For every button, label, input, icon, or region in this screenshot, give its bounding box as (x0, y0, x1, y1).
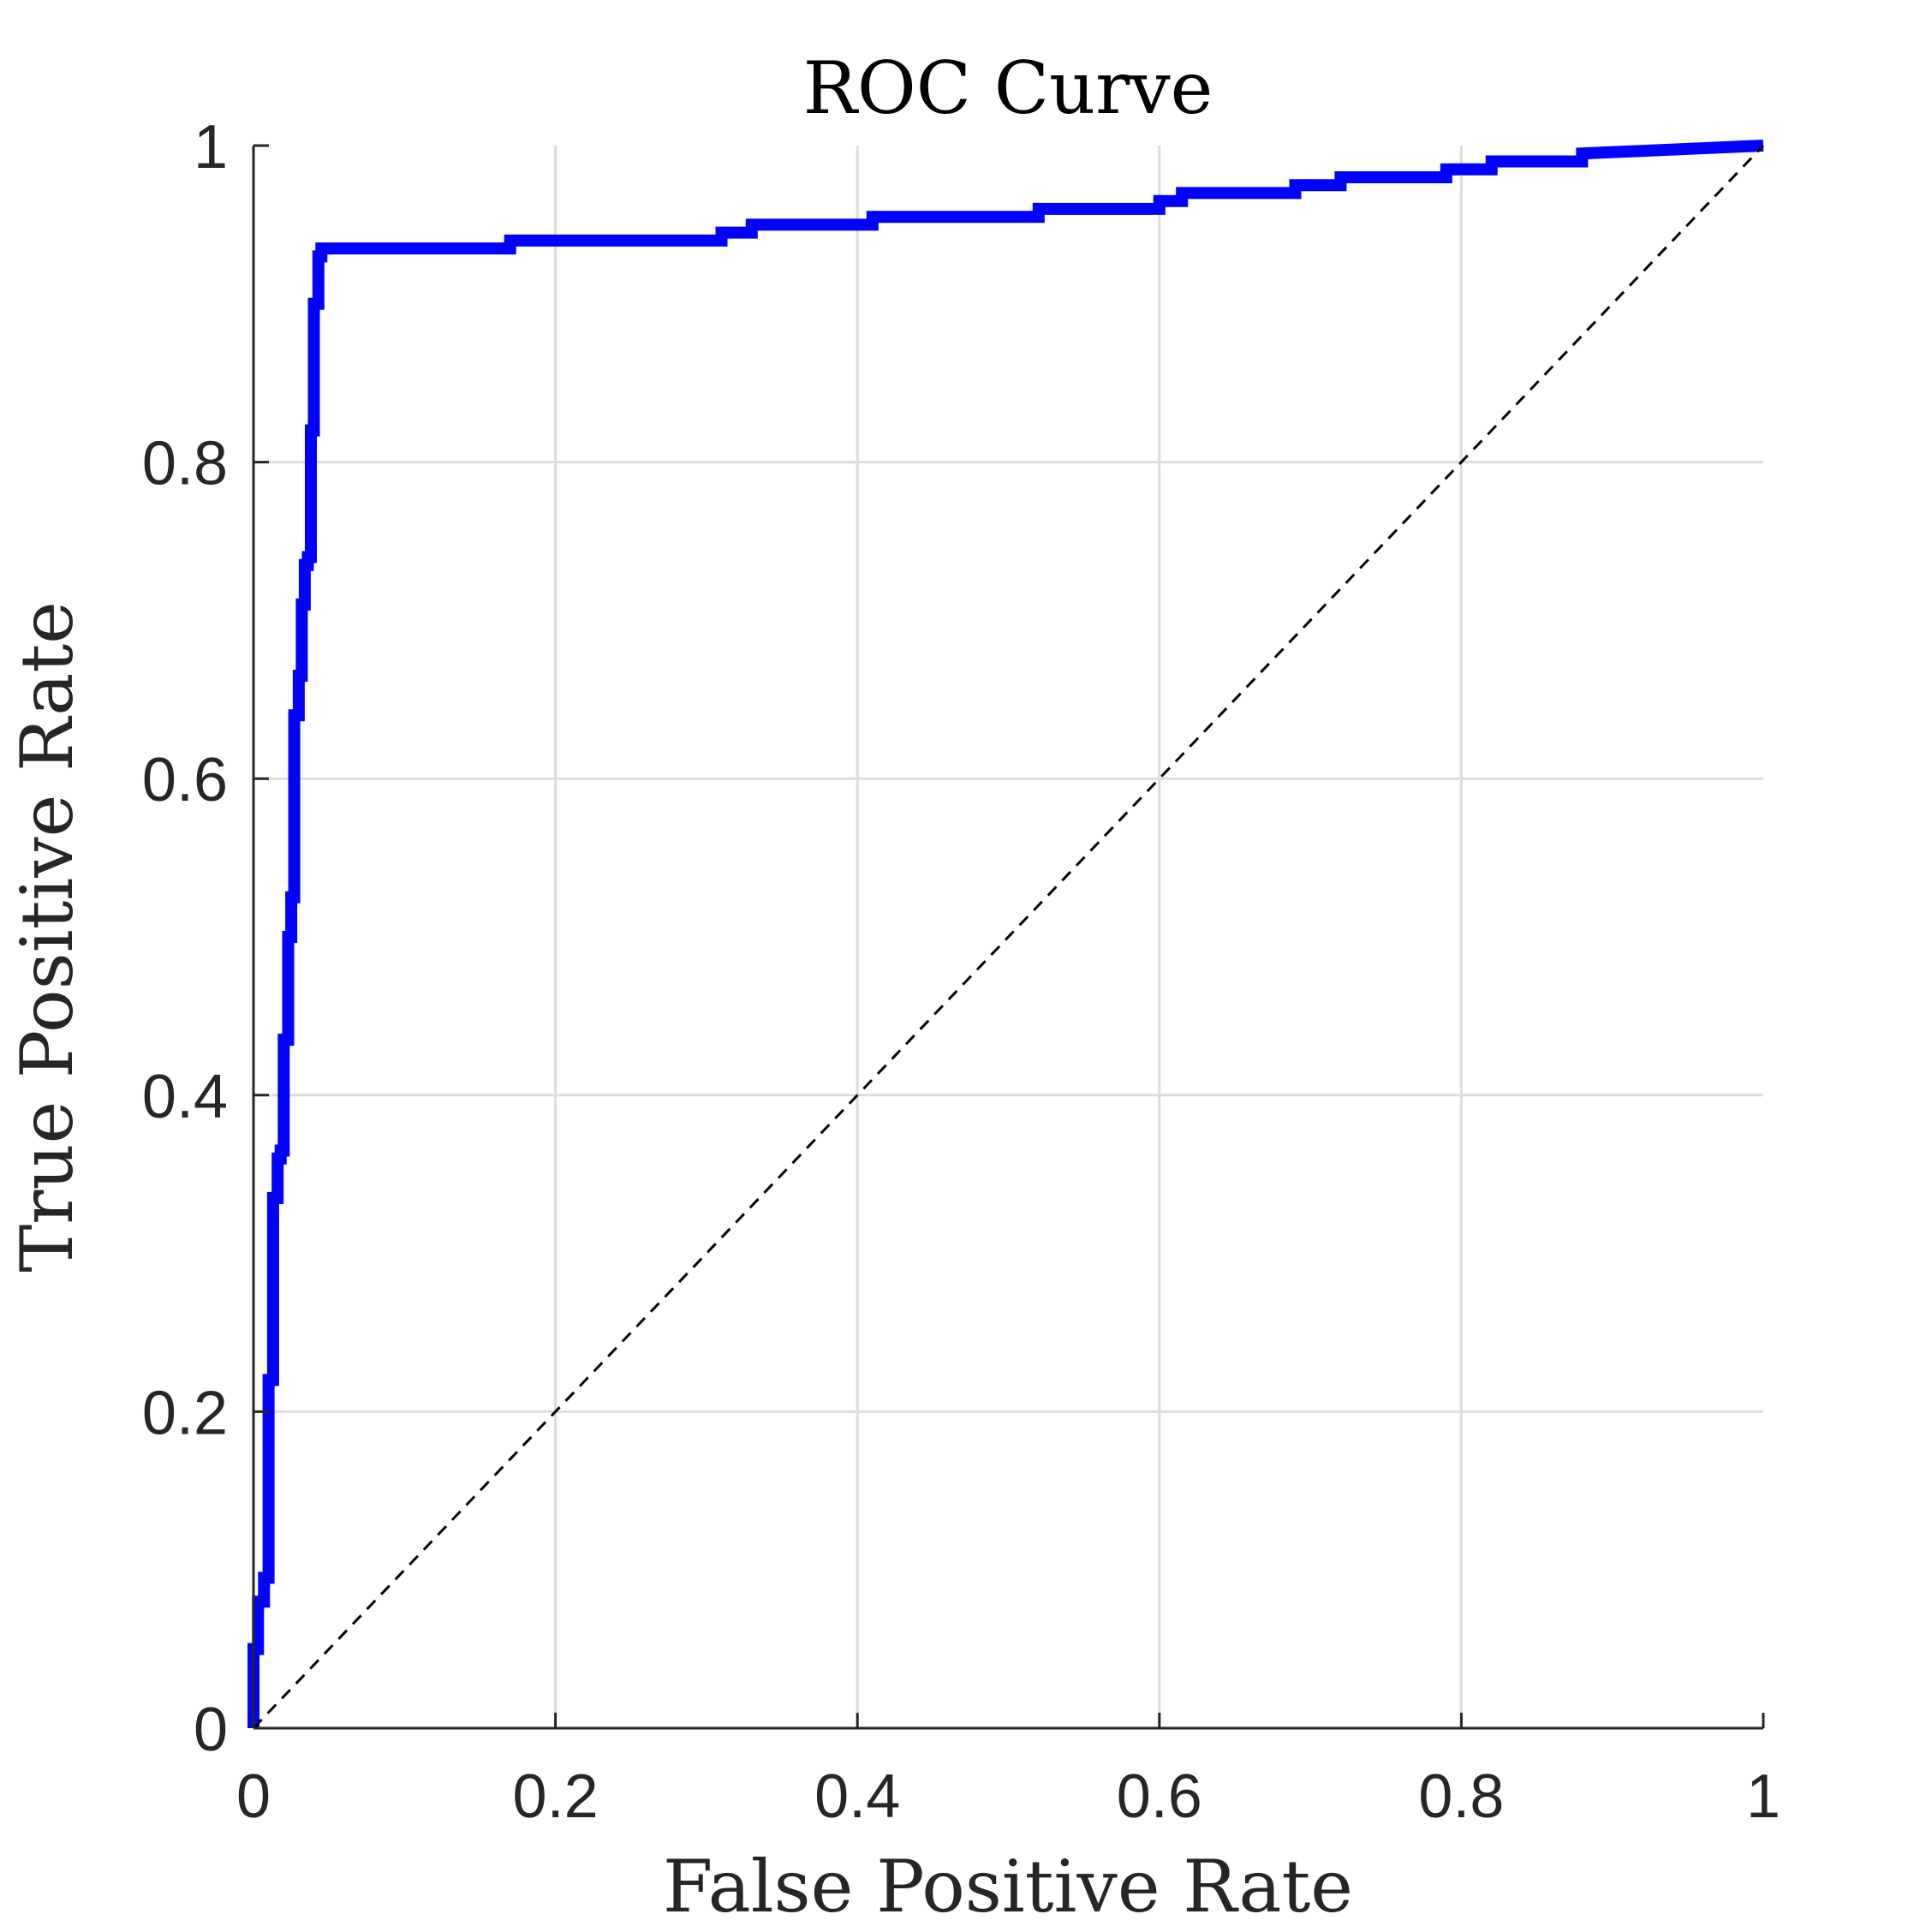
axes (252, 144, 1765, 1730)
x-axis-label: False Positive Rate (663, 1845, 1353, 1929)
y-tick-label-2: 0.4 (142, 1063, 228, 1131)
y-tick-label-5: 1 (194, 113, 228, 182)
y-axis-label: True Positive Rate (5, 601, 89, 1273)
x-tick-label-5: 1 (1746, 1762, 1780, 1831)
tick-labels: 0 0.2 0.4 0.6 0.8 1 0 0.2 0.4 0.6 0.8 1 (142, 113, 1780, 1831)
x-tick-label-1: 0.2 (513, 1762, 599, 1831)
x-tick-label-0: 0 (236, 1762, 271, 1831)
y-tick-label-4: 0.8 (142, 430, 228, 498)
y-tick-label-3: 0.6 (142, 746, 228, 814)
roc-curve-line (247, 140, 1764, 1728)
y-tick-label-0: 0 (194, 1696, 228, 1764)
grid-lines (253, 146, 1763, 1728)
x-tick-label-3: 0.6 (1117, 1762, 1202, 1831)
y-tick-label-1: 0.2 (142, 1379, 228, 1447)
chart-title: ROC Curve (803, 46, 1213, 130)
reference-diagonal-line (252, 144, 1765, 1730)
x-tick-label-4: 0.8 (1418, 1762, 1504, 1831)
series-layer (247, 140, 1765, 1730)
x-tick-label-2: 0.4 (814, 1762, 900, 1831)
